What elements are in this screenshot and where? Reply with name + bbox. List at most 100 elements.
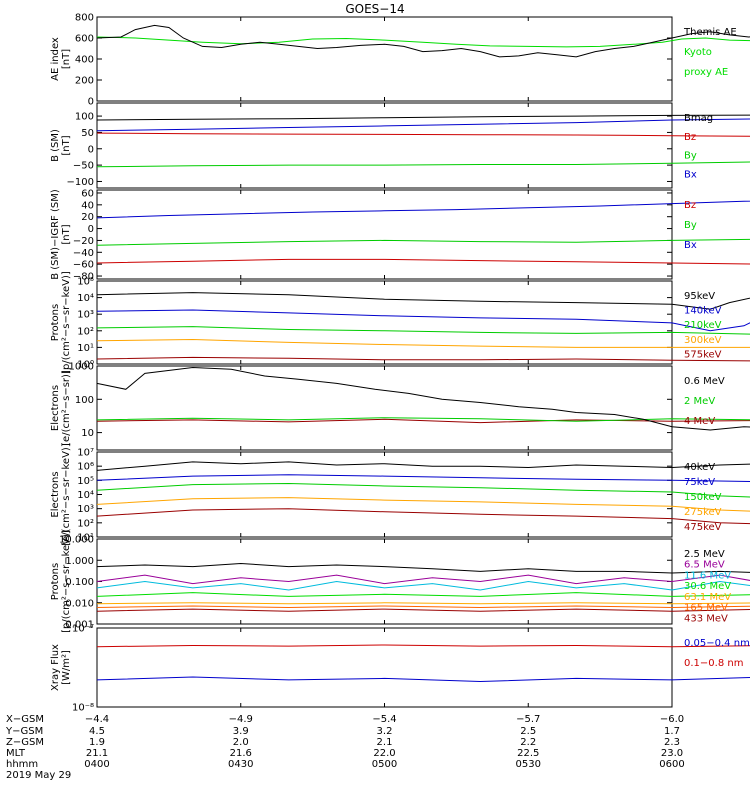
y-axis-label: [W/m²]	[61, 650, 72, 685]
panel-frame	[96, 16, 673, 102]
x-tick-label: 22.5	[517, 748, 539, 759]
y-tick-label: 10⁻⁷	[72, 624, 94, 635]
legend-entry: 6.5 MeV	[684, 560, 725, 571]
y-tick-label: 10¹	[77, 343, 94, 354]
y-axis-label: [nT]	[61, 49, 72, 69]
y-tick-label: 10⁴	[77, 293, 94, 304]
x-tick-label: −5.4	[372, 714, 396, 725]
x-tick-label: 22.0	[373, 748, 395, 759]
y-axis-label: Electrons	[50, 385, 61, 431]
legend-entry: Themis AE	[683, 27, 737, 38]
y-tick-label: 100	[75, 112, 94, 123]
series-line	[96, 292, 750, 310]
y-tick-label: −20	[73, 236, 94, 247]
y-tick-label: 10⁰	[77, 360, 94, 371]
x-tick-label: 1.7	[664, 726, 680, 737]
legend-entry: Bx	[684, 169, 697, 180]
legend-entry: 0.05−0.4 nm	[684, 638, 750, 649]
y-tick-label: 1000	[69, 362, 94, 373]
legend-entry: Bz	[684, 200, 696, 211]
y-axis-label: Xray Flux	[50, 644, 61, 691]
y-tick-label: 10³	[77, 504, 94, 515]
y-tick-label: 0	[88, 224, 94, 235]
y-tick-label: 10⁷	[77, 448, 94, 459]
x-row-label: Z−GSM	[6, 737, 44, 748]
y-tick-label: −80	[73, 272, 94, 283]
series-line	[96, 118, 750, 132]
y-axis-label: Protons	[50, 563, 61, 600]
x-tick-label: 0500	[372, 759, 397, 770]
legend-entry: 2.5 MeV	[684, 549, 725, 560]
series-line	[96, 132, 750, 137]
series-line	[96, 474, 750, 482]
series-line	[96, 24, 750, 58]
legend-entry: 4 MeV	[684, 416, 715, 427]
legend-entry: 30.6 MeV	[684, 581, 731, 592]
legend-entry: 165 MeV	[684, 603, 728, 614]
x-tick-label: 3.2	[377, 726, 393, 737]
legend-entry: By	[684, 220, 697, 231]
series-line	[96, 366, 750, 431]
legend-entry: 2 MeV	[684, 396, 715, 407]
legend-entry: 0.1−0.8 nm	[684, 658, 743, 669]
series-line	[96, 114, 750, 121]
y-tick-label: 60	[81, 188, 94, 199]
y-axis-label: [e/(cm²−s−sr)]	[61, 370, 72, 446]
x-tick-label: 0400	[84, 759, 109, 770]
y-tick-label: 20	[81, 212, 94, 223]
series-line	[96, 562, 750, 574]
legend-entry: 40keV	[684, 462, 715, 473]
y-axis-label: [e/(cm²−s−sr−keV)]	[61, 443, 72, 546]
y-tick-label: 40	[81, 200, 94, 211]
y-tick-label: 0.010	[65, 598, 94, 609]
date-label: 2019 May 29	[6, 770, 71, 781]
series-line	[96, 161, 750, 168]
y-tick-label: 0	[88, 97, 94, 108]
series-line	[96, 326, 750, 335]
series-line	[96, 574, 750, 585]
y-tick-label: 10.000	[59, 535, 94, 546]
x-tick-label: −4.9	[229, 714, 253, 725]
legend-entry: 140keV	[684, 306, 722, 317]
x-tick-label: 2.0	[233, 737, 249, 748]
panel-frame	[96, 365, 673, 451]
y-tick-label: 10¹	[77, 533, 94, 544]
legend-entry: 475keV	[684, 522, 722, 533]
legend-entry: 300keV	[684, 335, 722, 346]
legend-entry: Kyoto	[684, 47, 712, 58]
y-tick-label: 800	[75, 13, 94, 24]
legend-entry: Bx	[684, 240, 697, 251]
series-line	[96, 676, 750, 683]
series-line	[96, 608, 750, 612]
x-tick-label: 4.5	[89, 726, 105, 737]
series-line	[96, 508, 750, 525]
legend-entry: 11.6 MeV	[684, 570, 731, 581]
y-axis-label: [nT]	[61, 135, 72, 155]
legend-entry: proxy AE	[684, 67, 728, 78]
legend-entry: 150keV	[684, 492, 722, 503]
x-row-label: Y−GSM	[5, 726, 43, 737]
legend-entry: 275keV	[684, 507, 722, 518]
y-tick-label: 10³	[77, 310, 94, 321]
x-row-label: X−GSM	[6, 714, 44, 725]
x-tick-label: 21.6	[230, 748, 252, 759]
legend-entry: 575keV	[684, 349, 722, 360]
y-tick-label: 1.000	[65, 556, 94, 567]
series-line	[96, 592, 750, 597]
series-line	[96, 417, 750, 422]
y-tick-label: 10²	[77, 518, 94, 529]
y-tick-label: 50	[81, 128, 94, 139]
y-tick-label: −50	[73, 161, 94, 172]
x-tick-label: 0600	[659, 759, 684, 770]
y-tick-label: −40	[73, 248, 94, 259]
legend-entry: By	[684, 151, 697, 162]
y-axis-label: B (SM)	[50, 129, 61, 162]
x-tick-label: −4.4	[85, 714, 109, 725]
series-line	[96, 418, 750, 424]
panel-frame	[96, 189, 673, 280]
y-tick-label: 10⁶	[77, 462, 94, 473]
y-axis-label: Electrons	[50, 471, 61, 517]
x-tick-label: 2.3	[664, 737, 680, 748]
